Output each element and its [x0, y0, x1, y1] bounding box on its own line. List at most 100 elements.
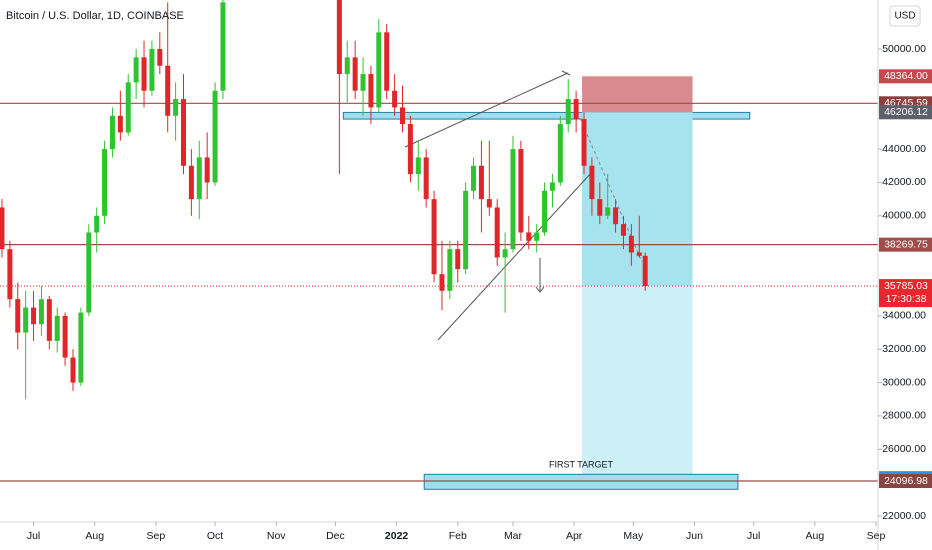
candle-body [589, 165, 595, 200]
candle-body [510, 149, 516, 250]
x-tick-label: Nov [267, 530, 286, 542]
candle-body [212, 90, 218, 183]
candle-body [204, 157, 210, 183]
x-tick-label: Mar [504, 530, 523, 542]
candle-body [344, 57, 350, 75]
candle-body [62, 315, 68, 358]
candle-body [336, 0, 342, 75]
candle-body [628, 235, 634, 253]
candle-body [642, 255, 648, 287]
candle-body [613, 207, 619, 225]
candle-body [518, 149, 524, 233]
candle-body [133, 57, 139, 83]
candle-body [165, 65, 171, 116]
zone [342, 111, 751, 120]
candle-body [0, 207, 5, 250]
candle-body [78, 312, 84, 383]
x-tick-label: Aug [806, 530, 825, 542]
x-tick-label: Jul [27, 530, 40, 542]
currency-badge[interactable] [889, 5, 921, 27]
price-tag-label: 48364.00 [884, 70, 928, 82]
candle-body [188, 165, 194, 200]
y-tick-label: 40000.00 [882, 210, 926, 222]
candle-body [431, 199, 437, 275]
candle-body [94, 215, 100, 233]
candle-body [86, 232, 92, 313]
candle-body [196, 157, 202, 200]
x-tick-label: Apr [566, 530, 583, 542]
countdown: 17:30:38 [886, 293, 927, 305]
candle-body [557, 124, 563, 183]
zone [582, 76, 693, 113]
candle-body [54, 315, 60, 341]
candle-body [415, 157, 421, 175]
trend-line [437, 171, 593, 341]
candle-body [117, 115, 123, 133]
x-tick-label: Dec [326, 530, 345, 542]
candle-body [636, 252, 642, 256]
x-tick-label: Aug [85, 530, 104, 542]
candle-body [620, 224, 626, 236]
y-tick-label: 34000.00 [882, 310, 926, 322]
candle-body [141, 57, 147, 91]
candle-body [478, 165, 484, 200]
trend-line [404, 72, 569, 148]
price-tag [879, 279, 932, 308]
x-tick-label: 2022 [385, 530, 409, 542]
price-tag [879, 105, 932, 120]
candle-body [463, 190, 469, 270]
currency[interactable]: USD [894, 11, 915, 22]
x-tick-label: Sep [867, 530, 886, 542]
y-tick-label: 32000.00 [882, 343, 926, 355]
candle-body [46, 299, 52, 341]
candle-body [605, 207, 611, 216]
zone [582, 286, 693, 479]
x-tick-label: Sep [147, 530, 166, 542]
candle-body [407, 124, 413, 175]
candle-body [502, 249, 508, 258]
arrow-head [535, 286, 545, 293]
candle-body [220, 2, 226, 91]
candle-body [173, 99, 179, 116]
drawings [404, 70, 643, 341]
y-tick-label: 42000.00 [882, 176, 926, 188]
candle-body [494, 207, 500, 258]
price-tag-label: 24096.98 [884, 475, 928, 487]
candle-body [542, 190, 548, 233]
candle-body [15, 299, 21, 333]
x-tick-label: Feb [449, 530, 467, 542]
axes: 22000.00 26000.00 28000.00 30000.00 32000.00… [27, 43, 926, 542]
y-tick-label: 30000.00 [882, 376, 926, 388]
candle-body [549, 182, 555, 191]
candle-body [526, 232, 532, 241]
x-tick-label: Oct [207, 530, 223, 542]
candle-body [23, 307, 29, 333]
price-tag-label: 35785.03 [884, 280, 928, 292]
candle-body [423, 157, 429, 200]
price-tag-label: 38269.75 [884, 238, 928, 250]
candle-body [368, 74, 374, 108]
price-tag [879, 69, 932, 84]
candle-body [573, 99, 579, 120]
candle-body [31, 307, 37, 325]
candle-body [384, 32, 390, 91]
candle-body [439, 274, 445, 291]
candle-body [38, 299, 44, 325]
chart-title: Bitcoin / U.S. Dollar, 1D, COINBASE [6, 10, 184, 22]
candle-body [102, 149, 108, 216]
candles [0, 0, 648, 400]
price-tag [879, 474, 932, 489]
x-tick-label: Jul [747, 530, 760, 542]
candle-body [376, 32, 382, 108]
levels [0, 102, 878, 482]
candle-body [399, 107, 405, 125]
y-tick-label: 50000.00 [882, 43, 926, 55]
price-tag [879, 237, 932, 252]
y-tick-label: 44000.00 [882, 143, 926, 155]
candle-body [392, 90, 398, 108]
candle-body [70, 357, 76, 383]
candle-body [109, 115, 115, 150]
projection-line [579, 117, 643, 263]
candle-body [565, 99, 571, 125]
